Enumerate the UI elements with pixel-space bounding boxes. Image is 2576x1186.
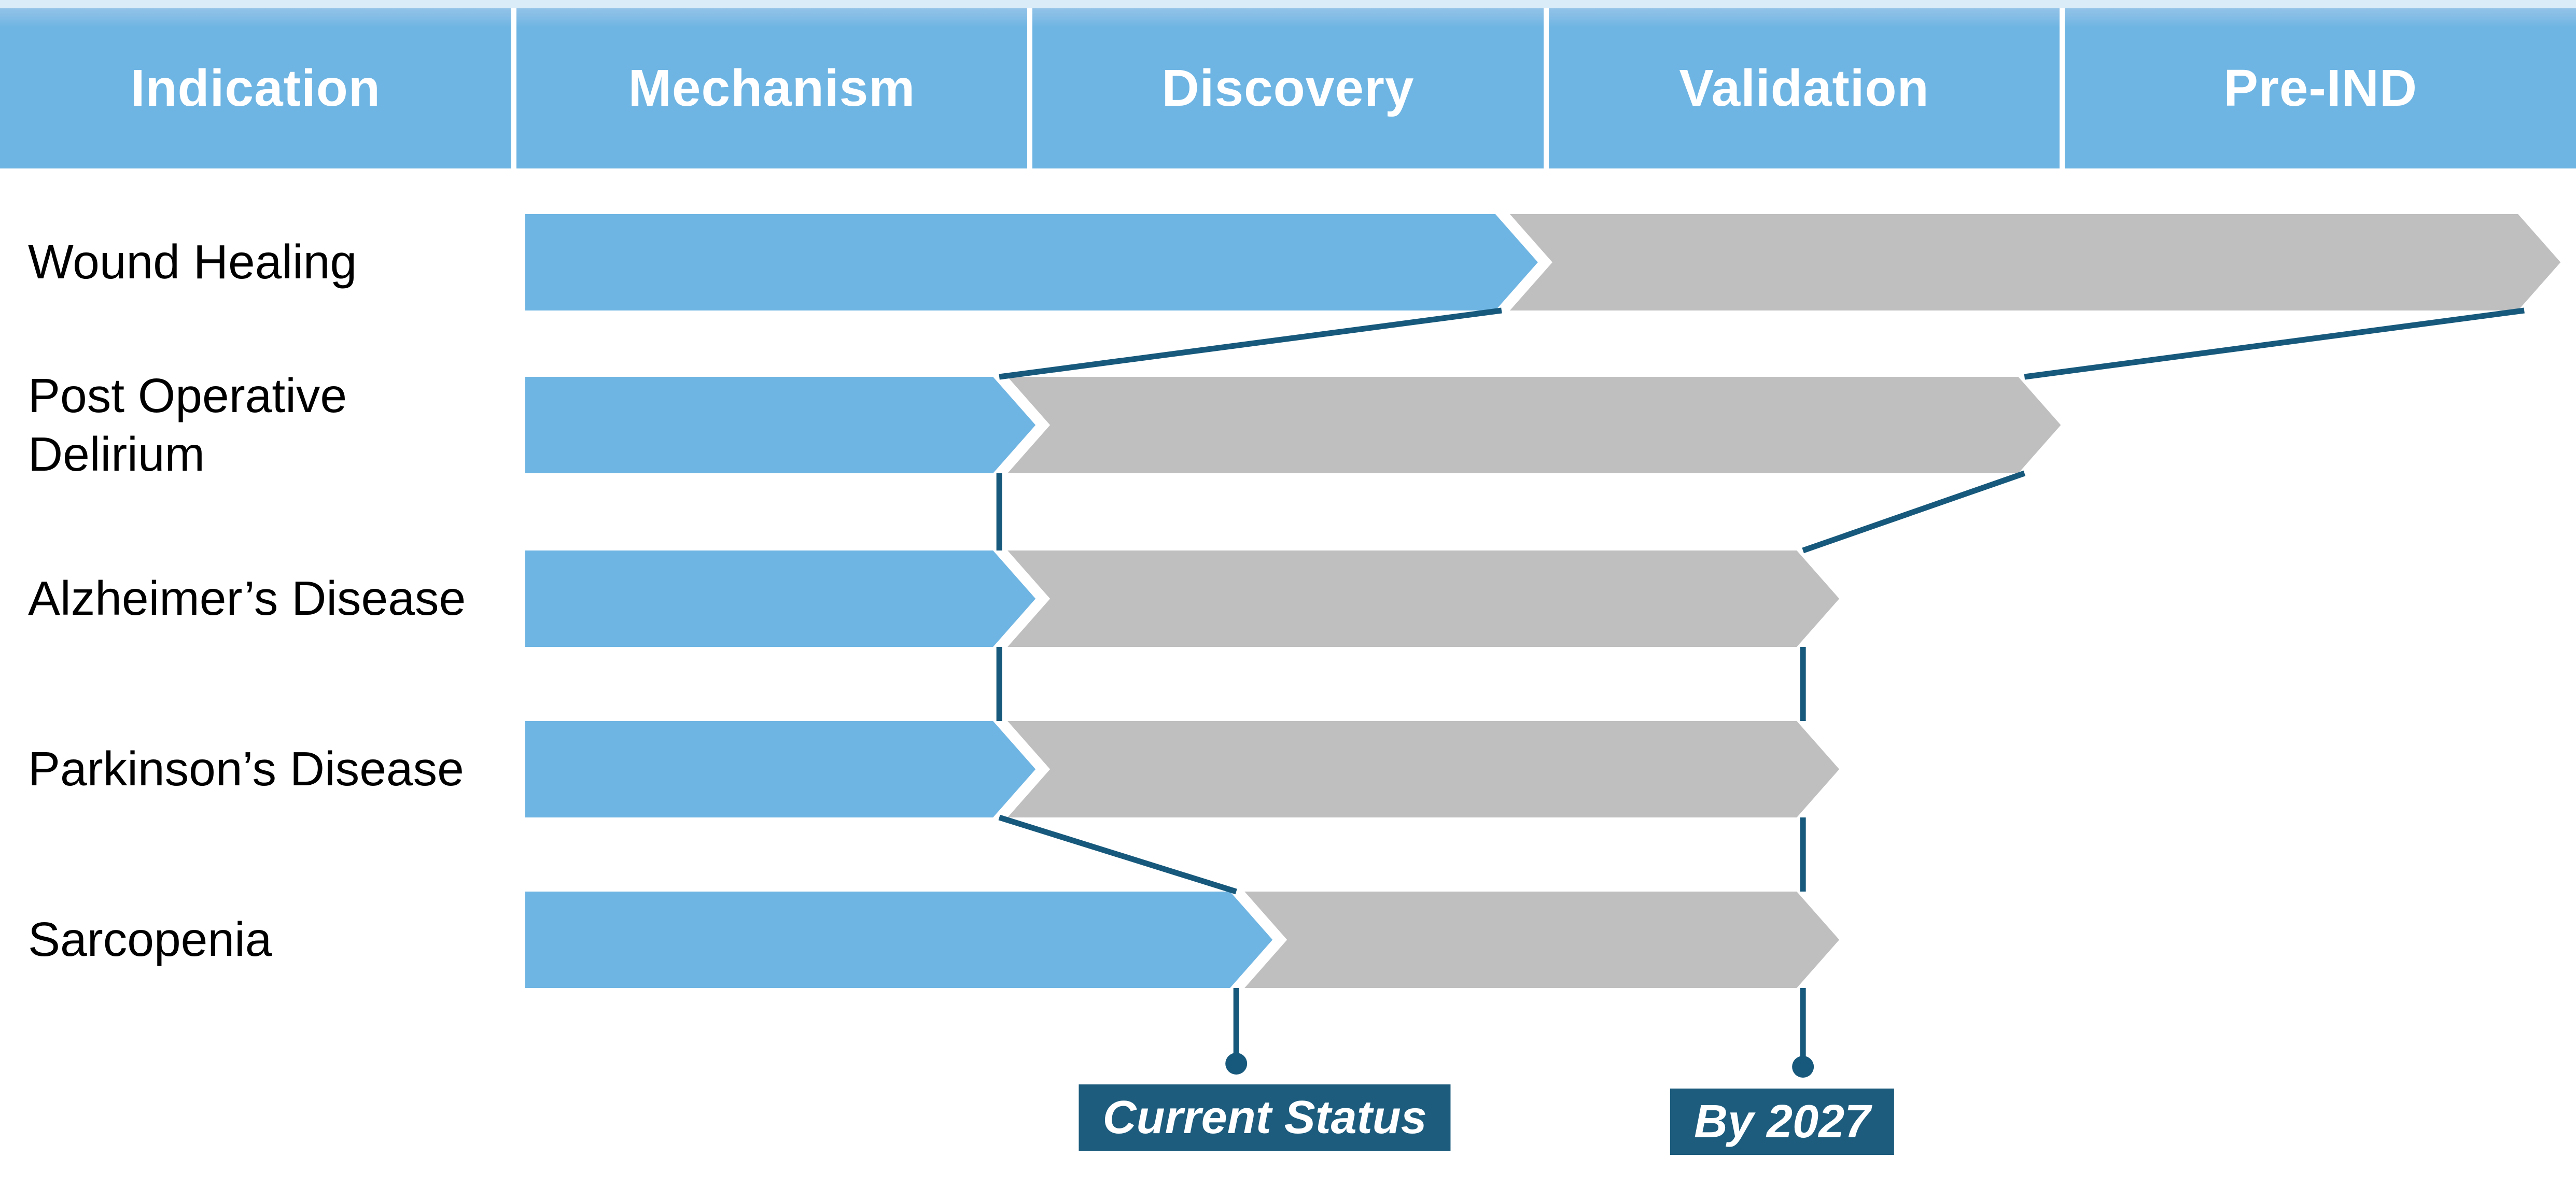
legend-by-2027-label: By 2027 [1694, 1095, 1871, 1148]
row-label-wound-healing: Wound Healing [28, 235, 357, 289]
bar-future-wound-healing [1509, 214, 2561, 310]
legend-current-status-label: Current Status [1102, 1091, 1427, 1143]
connector-by-2027 [1802, 470, 2026, 554]
legend-dot-by-2027 [1792, 1056, 1814, 1078]
row-label-parkinson-s-disease: Parkinson’s Disease [28, 742, 464, 796]
bar-current-wound-healing [525, 214, 1538, 310]
connector-by-2027 [2024, 307, 2525, 380]
header-cell-pre-ind: Pre-IND [2065, 8, 2576, 168]
bar-future-parkinson-s-disease [1007, 721, 1840, 817]
top-accent-strip [0, 0, 2576, 8]
bar-current-sarcopenia [525, 892, 1273, 988]
bar-future-post-operative-delirium [1007, 377, 2061, 473]
header-cell-validation: Validation [1548, 8, 2060, 168]
legend-dot-current [1225, 1053, 1248, 1075]
bar-current-post-operative-delirium [525, 377, 1036, 473]
header-cell-indication: Indication [0, 8, 511, 168]
connector-current [998, 814, 1237, 895]
bar-current-parkinson-s-disease [525, 721, 1036, 817]
header-cell-mechanism: Mechanism [516, 8, 1028, 168]
row-label-post-operative-delirium: Post Operative Delirium [28, 368, 347, 481]
row-label-sarcopenia: Sarcopenia [28, 912, 272, 967]
header-cell-discovery: Discovery [1032, 8, 1544, 168]
legend-current-status: Current Status [1079, 1084, 1451, 1151]
bar-future-alzheimer-s-disease [1007, 550, 1840, 647]
row-label-alzheimer-s-disease: Alzheimer’s Disease [28, 571, 466, 626]
legend-by-2027: By 2027 [1670, 1089, 1895, 1155]
stage-header-row: Indication Mechanism Discovery Validation Pr… [0, 8, 2576, 168]
connector-current [999, 307, 1502, 380]
bar-current-alzheimer-s-disease [525, 550, 1036, 647]
bar-future-sarcopenia [1244, 892, 1840, 988]
